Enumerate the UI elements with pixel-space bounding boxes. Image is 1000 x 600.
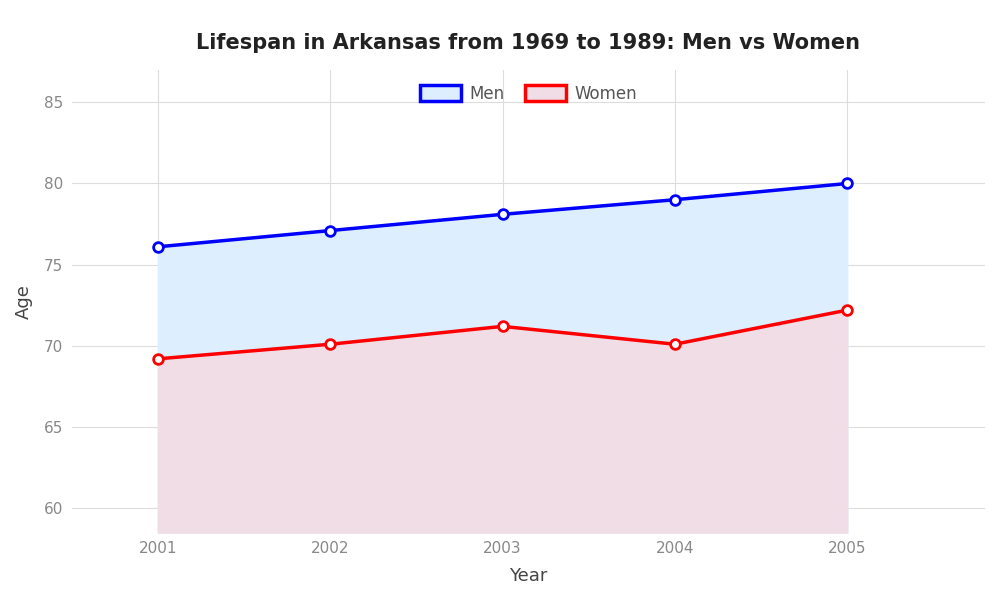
Legend: Men, Women: Men, Women	[413, 78, 644, 109]
Y-axis label: Age: Age	[15, 284, 33, 319]
X-axis label: Year: Year	[509, 567, 548, 585]
Title: Lifespan in Arkansas from 1969 to 1989: Men vs Women: Lifespan in Arkansas from 1969 to 1989: …	[196, 33, 860, 53]
